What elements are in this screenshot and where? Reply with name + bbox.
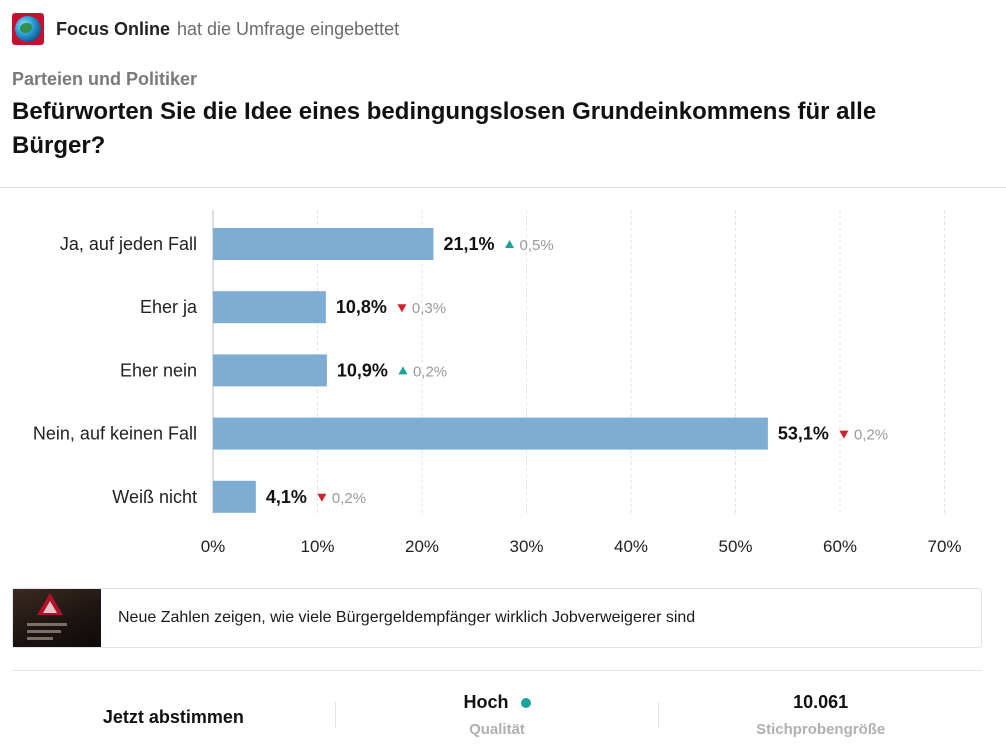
article-thumbnail bbox=[13, 589, 101, 647]
x-tick-label: 40% bbox=[614, 537, 648, 556]
change-label: 0,3% bbox=[412, 300, 446, 317]
x-tick-label: 10% bbox=[300, 537, 334, 556]
related-article-link[interactable]: Neue Zahlen zeigen, wie viele Bürgergeld… bbox=[12, 588, 982, 648]
trend-up-icon bbox=[398, 366, 408, 375]
sample-size-label: Stichprobengröße bbox=[756, 721, 886, 738]
change-label: 0,2% bbox=[332, 490, 366, 507]
globe-icon bbox=[15, 16, 41, 42]
divider bbox=[12, 670, 982, 671]
bar bbox=[213, 228, 434, 260]
divider bbox=[334, 702, 336, 728]
divider bbox=[658, 702, 660, 728]
change-label: 0,2% bbox=[413, 363, 447, 380]
value-label: 53,1% bbox=[778, 424, 829, 444]
quality-value: Hoch bbox=[463, 692, 509, 712]
poll-footer: Jetzt abstimmen Hoch Qualität 10.061 Sti… bbox=[12, 680, 982, 750]
value-label: 10,9% bbox=[337, 360, 388, 380]
category-label: Nein, auf keinen Fall bbox=[33, 424, 197, 444]
sample-size-stat: 10.061 Stichprobengröße bbox=[659, 692, 982, 738]
category-label: Ja, auf jeden Fall bbox=[60, 234, 197, 254]
x-tick-label: 50% bbox=[718, 537, 752, 556]
category-label: Eher ja bbox=[140, 297, 198, 317]
value-label: 4,1% bbox=[266, 487, 307, 507]
bar bbox=[213, 291, 326, 324]
trend-up-icon bbox=[505, 240, 515, 248]
category-label: Eher nein bbox=[120, 360, 197, 380]
trend-down-icon bbox=[317, 493, 327, 502]
focus-online-logo[interactable] bbox=[12, 13, 44, 45]
quality-status-dot-icon bbox=[520, 697, 531, 708]
vote-now-button[interactable]: Jetzt abstimmen bbox=[102, 706, 244, 727]
quality-label: Qualität bbox=[469, 721, 525, 738]
bar bbox=[213, 417, 768, 450]
x-tick-label: 0% bbox=[201, 537, 226, 556]
embed-header: Focus Online hat die Umfrage eingebettet bbox=[12, 12, 399, 46]
source-name[interactable]: Focus Online bbox=[56, 18, 171, 39]
value-label: 10,8% bbox=[336, 297, 387, 317]
quality-stat: Hoch Qualität bbox=[336, 692, 659, 738]
article-title: Neue Zahlen zeigen, wie viele Bürgergeld… bbox=[118, 609, 696, 626]
category-label: Weiß nicht bbox=[112, 487, 197, 507]
trend-down-icon bbox=[397, 304, 407, 313]
bar bbox=[213, 480, 256, 513]
poll-question: Befürworten Sie die Idee eines bedingung… bbox=[12, 98, 877, 159]
sample-size-value: 10.061 bbox=[793, 692, 849, 712]
change-label: 0,2% bbox=[854, 427, 888, 444]
divider bbox=[0, 187, 1006, 188]
results-bar-chart: 0% 10% 20% 30% 40% 50% 60% 70% Ja, auf jeden Fal… bbox=[33, 210, 962, 556]
value-label: 21,1% bbox=[443, 234, 494, 254]
poll-category[interactable]: Parteien und Politiker bbox=[12, 69, 198, 89]
x-tick-label: 70% bbox=[927, 537, 961, 556]
x-tick-label: 30% bbox=[509, 537, 543, 556]
embed-text: hat die Umfrage eingebettet bbox=[177, 18, 400, 39]
trend-down-icon bbox=[839, 430, 849, 439]
change-label: 0,5% bbox=[520, 237, 554, 254]
x-tick-label: 20% bbox=[405, 537, 439, 556]
x-tick-label: 60% bbox=[823, 537, 857, 556]
bar bbox=[213, 354, 327, 387]
